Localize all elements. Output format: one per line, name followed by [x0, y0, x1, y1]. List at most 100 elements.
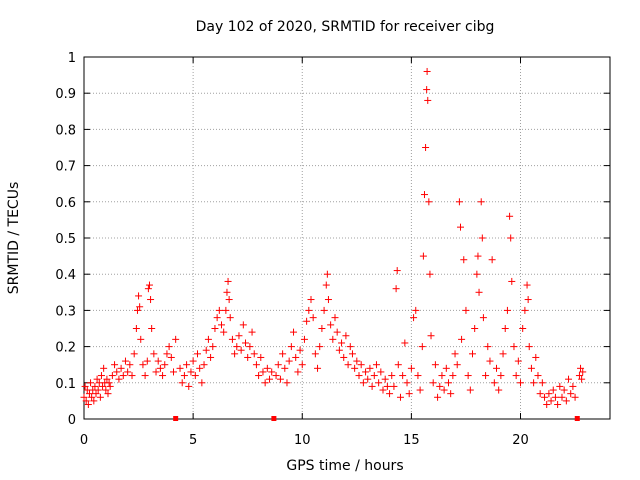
data-point: [523, 281, 531, 289]
data-point: [501, 325, 509, 332]
data-point: [538, 379, 546, 387]
data-point: [473, 270, 481, 278]
data-point: [379, 386, 387, 394]
data-point: [381, 375, 389, 383]
data-point: [152, 368, 160, 376]
data-point: [527, 364, 535, 372]
data-point: [204, 335, 212, 343]
data-point: [394, 361, 402, 369]
data-point: [344, 361, 352, 369]
data-point: [169, 368, 177, 376]
data-point: [460, 256, 468, 264]
data-point: [242, 339, 250, 347]
data-point: [276, 375, 284, 383]
data-point: [99, 382, 107, 390]
data-point: [484, 343, 492, 351]
data-point: [296, 346, 304, 354]
data-point: [80, 393, 88, 401]
data-point: [248, 328, 256, 336]
y-tick-label: 0.2: [55, 341, 76, 356]
data-point: [423, 67, 431, 75]
data-point: [333, 328, 341, 336]
data-point: [209, 343, 217, 351]
data-point: [560, 386, 568, 394]
data-point: [377, 368, 385, 376]
data-point: [545, 390, 553, 398]
data-point: [117, 364, 125, 372]
data-point: [183, 361, 191, 369]
data-point: [447, 390, 455, 398]
data-point: [178, 379, 186, 387]
data-point: [193, 350, 201, 358]
data-point: [224, 277, 232, 285]
data-point: [471, 325, 479, 332]
data-point: [318, 325, 326, 332]
data-point: [316, 343, 324, 351]
data-point: [368, 382, 376, 390]
data-point: [512, 372, 520, 380]
data-point: [235, 332, 243, 340]
data-point: [431, 361, 439, 369]
data-point: [456, 223, 464, 231]
data-point: [252, 361, 260, 369]
data-point: [90, 397, 98, 405]
data-point: [246, 343, 254, 351]
data-point: [147, 296, 155, 304]
data-point: [541, 393, 549, 401]
x-tick-label: 20: [512, 433, 529, 448]
data-point: [128, 372, 136, 380]
data-point: [139, 361, 147, 369]
data-point: [148, 325, 156, 332]
data-point: [351, 364, 359, 372]
data-point: [353, 357, 361, 365]
data-point: [324, 296, 332, 304]
data-point: [119, 372, 127, 380]
data-point: [314, 364, 322, 372]
data-point: [364, 375, 372, 383]
data-point: [362, 368, 370, 376]
data-point: [268, 368, 276, 376]
data-point: [176, 364, 184, 372]
data-point: [423, 86, 431, 94]
data-point: [215, 306, 223, 314]
data-point: [187, 368, 195, 376]
data-point: [436, 382, 444, 390]
data-point: [547, 397, 555, 405]
data-point: [163, 350, 171, 358]
data-point: [388, 372, 396, 380]
data-point: [453, 361, 461, 369]
y-tick-label: 0.7: [55, 160, 76, 175]
data-point: [419, 252, 427, 260]
data-point: [383, 382, 391, 390]
data-point: [558, 393, 566, 401]
data-point: [144, 285, 152, 293]
data-point: [307, 296, 315, 304]
data-point: [508, 277, 516, 285]
y-tick-label: 0: [68, 413, 76, 428]
data-point: [477, 198, 485, 206]
gap-marker: [173, 416, 179, 421]
data-point: [261, 379, 269, 387]
data-point: [416, 386, 424, 394]
data-point: [521, 306, 529, 314]
data-point: [482, 372, 490, 380]
data-point: [340, 353, 348, 361]
data-point: [207, 353, 215, 361]
data-point: [285, 357, 293, 365]
data-point: [575, 372, 583, 380]
data-point: [161, 361, 169, 369]
data-point: [311, 350, 319, 358]
data-point: [577, 364, 585, 372]
data-point: [244, 353, 252, 361]
data-point: [220, 328, 228, 336]
data-point: [108, 372, 116, 380]
x-axis-label: GPS time / hours: [286, 458, 403, 474]
data-point: [338, 339, 346, 347]
data-point: [571, 393, 579, 401]
y-axis-label: SRMTID / TECUs: [6, 182, 22, 295]
data-point: [198, 379, 206, 387]
data-point: [556, 382, 564, 390]
data-point: [359, 379, 367, 387]
data-point: [115, 375, 123, 383]
